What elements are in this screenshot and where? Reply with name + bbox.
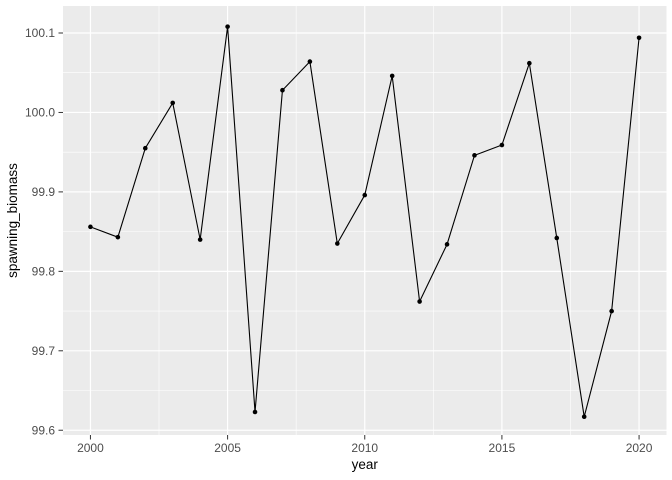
data-point [636,35,642,41]
x-tick-label: 2020 [626,441,653,455]
y-tick-label: 100.1 [25,26,55,40]
data-point [225,24,230,29]
data-point [307,59,313,64]
data-point [142,145,148,151]
data-series [88,24,642,420]
data-point [170,100,176,106]
data-point [444,242,450,247]
x-axis-title: year [352,457,379,472]
data-point [554,235,560,241]
axis-tick-marks [58,32,640,440]
y-tick-label: 100.0 [25,106,55,120]
axis-tick-labels: 2000 2005 2010 2015 2020 99.6 99.7 99.8 99.9 100.… [25,26,653,455]
data-point [609,308,614,314]
data-point [252,409,258,415]
y-tick-label: 99.9 [32,185,56,199]
y-axis-title: spawning_biomass [5,163,20,278]
data-point [335,241,340,246]
x-tick-label: 2005 [214,441,241,455]
y-tick-label: 99.8 [32,265,56,279]
data-point [115,234,121,240]
y-tick-label: 99.7 [32,344,56,358]
data-point [581,414,587,420]
data-point [389,73,395,79]
data-point [197,237,203,242]
data-point [88,224,93,230]
data-point [499,142,505,148]
y-tick-label: 99.6 [32,423,56,437]
x-tick-label: 2015 [489,441,516,455]
data-point [472,153,477,158]
data-point [280,87,285,93]
x-tick-label: 2000 [77,441,104,455]
data-point [362,192,368,198]
grid-major-lines [63,6,667,435]
data-point [527,60,532,66]
x-tick-label: 2010 [351,441,378,455]
data-point [417,299,422,304]
